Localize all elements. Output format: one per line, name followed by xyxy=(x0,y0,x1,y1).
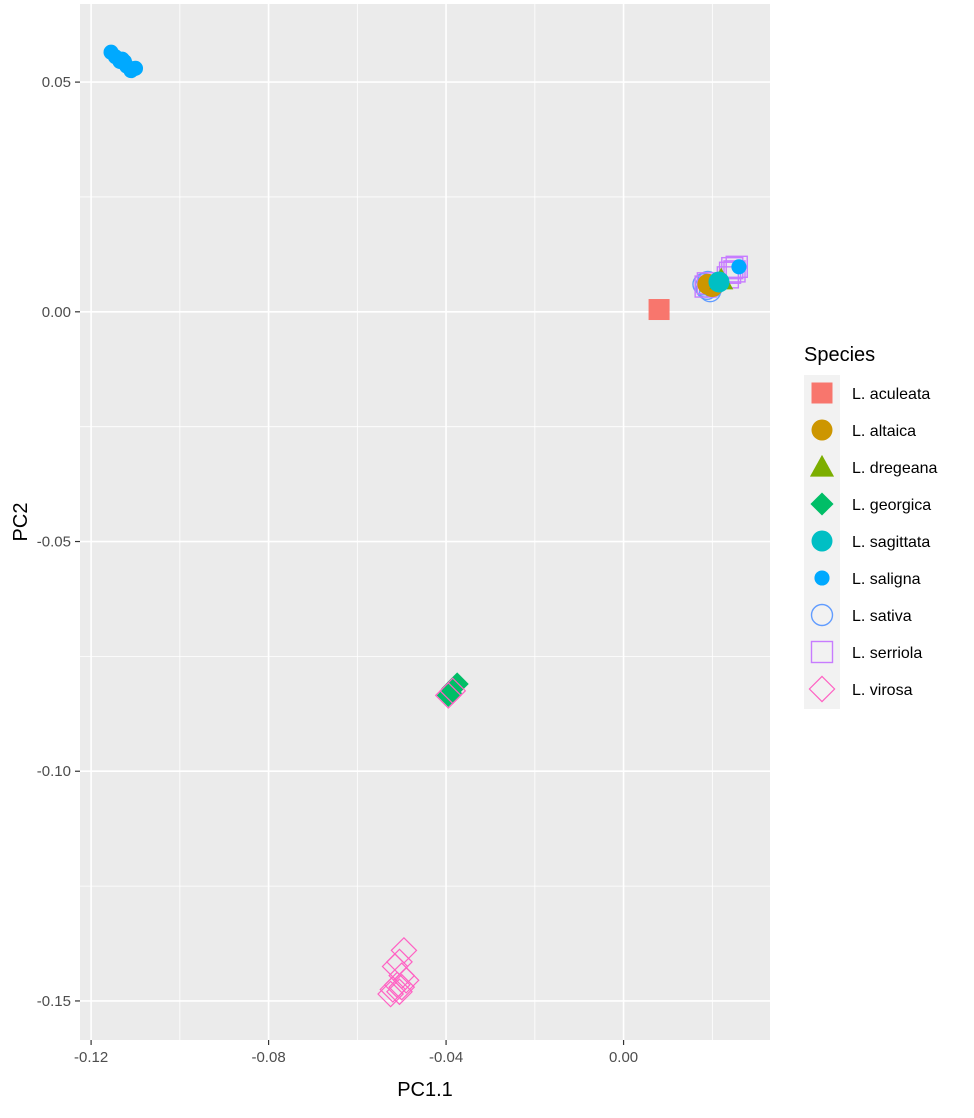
legend-item: L. dregeana xyxy=(809,454,938,477)
legend-item: L. altaica xyxy=(811,419,916,441)
legend-item: L. virosa xyxy=(808,675,913,703)
legend-item: L. aculeata xyxy=(811,382,930,404)
plot-panel xyxy=(80,4,770,1040)
legend-key xyxy=(811,382,833,404)
x-tick-label: -0.12 xyxy=(74,1049,108,1066)
x-axis-label: PC1.1 xyxy=(397,1079,453,1101)
data-point xyxy=(725,255,748,278)
legend-key xyxy=(810,492,834,516)
data-point xyxy=(127,60,144,76)
legend-item: L. sativa xyxy=(810,603,912,627)
y-tick-label: -0.10 xyxy=(37,763,71,780)
legend-title: Species xyxy=(804,344,875,366)
legend-key xyxy=(810,640,834,664)
data-point xyxy=(392,966,420,994)
data-point xyxy=(731,259,747,275)
series-l-virosa xyxy=(377,677,467,1008)
legend-label: L. serriola xyxy=(852,645,922,662)
data-point xyxy=(438,681,463,705)
legend-item: L. georgica xyxy=(810,492,931,516)
y-axis: 0.05 0.00 -0.05 -0.10 -0.15 xyxy=(37,74,80,1010)
data-point xyxy=(445,672,469,696)
series-l-sagittata xyxy=(708,271,730,293)
legend-label: L. virosa xyxy=(852,682,913,699)
legend-key xyxy=(811,530,833,552)
legend-item: L. sagittata xyxy=(811,530,930,552)
legend-item: L. serriola xyxy=(810,640,922,664)
legend-key xyxy=(810,603,834,627)
x-tick-label: -0.04 xyxy=(429,1049,463,1066)
legend-label: L. sativa xyxy=(852,608,912,625)
legend-key xyxy=(811,419,833,441)
y-tick-label: -0.05 xyxy=(37,534,71,551)
data-point xyxy=(116,53,132,69)
data-point xyxy=(439,677,467,705)
data-point xyxy=(379,976,407,1003)
series-l-saligna xyxy=(103,44,747,275)
y-tick-label: 0.05 xyxy=(42,74,71,91)
legend-key xyxy=(809,454,835,477)
data-points xyxy=(103,44,748,1008)
legend: Species L. aculeata L. altaica L. dregeana… xyxy=(804,344,938,709)
series-l-georgica xyxy=(436,672,469,707)
data-point xyxy=(648,299,670,321)
x-axis: -0.12 -0.08 -0.04 0.00 xyxy=(74,1040,638,1066)
legend-key xyxy=(808,675,836,703)
data-point xyxy=(377,980,405,1008)
legend-label: L. georgica xyxy=(852,497,931,514)
legend-label: L. aculeata xyxy=(852,386,930,403)
legend-label: L. sagittata xyxy=(852,534,930,551)
y-axis-label: PC2 xyxy=(10,503,32,542)
minor-grid xyxy=(80,4,770,1040)
data-point xyxy=(388,973,416,1001)
legend-label: L. saligna xyxy=(852,571,921,588)
data-point xyxy=(386,978,413,1006)
y-tick-label: 0.00 xyxy=(42,304,71,321)
legend-item: L. saligna xyxy=(814,570,921,588)
series-l-aculeata xyxy=(648,299,670,321)
legend-label: L. altaica xyxy=(852,423,916,440)
y-tick-label: -0.15 xyxy=(37,993,71,1010)
x-tick-label: -0.08 xyxy=(251,1049,285,1066)
data-point xyxy=(708,271,730,293)
legend-key xyxy=(814,570,830,586)
legend-label: L. dregeana xyxy=(852,460,938,477)
x-tick-label: 0.00 xyxy=(609,1049,638,1066)
